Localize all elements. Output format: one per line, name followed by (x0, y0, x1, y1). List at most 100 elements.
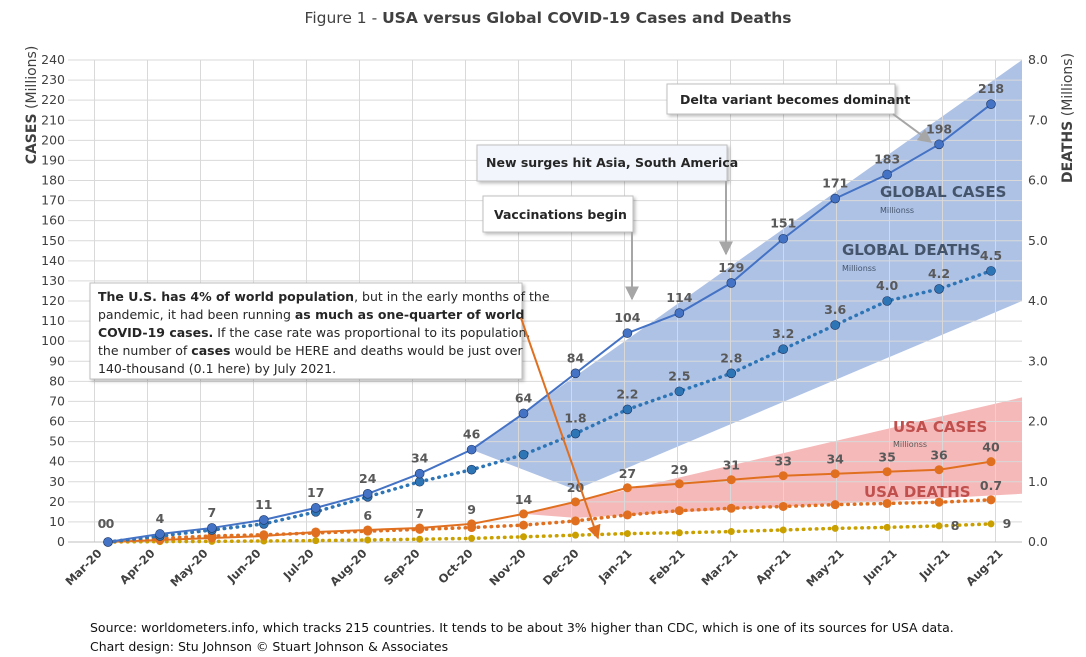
point-global_cases (518, 408, 529, 419)
x-tick-label: Aug-20 (327, 546, 370, 589)
y-right-tick-label: 1.0 (1028, 474, 1048, 489)
point-usa_cases (882, 467, 892, 477)
point-global_cases (466, 444, 477, 455)
point-global_cases (103, 537, 113, 547)
point-usa_proportional (935, 522, 943, 530)
point-usa_proportional (571, 531, 579, 539)
data-label-usa_deaths: 0.7 (980, 478, 1002, 493)
point-global_cases (830, 193, 840, 204)
y-left-tick-label: 160 (41, 213, 65, 228)
x-tick-label: Jul-21 (916, 546, 953, 583)
data-label-usa_cases: 6 (363, 508, 372, 523)
y-left-tick-label: 190 (41, 152, 65, 167)
x-tick-label: May-21 (803, 546, 846, 589)
point-usa_proportional (883, 523, 891, 531)
x-tick-label: Mar-21 (698, 546, 740, 588)
series-group (103, 99, 996, 547)
y-left-tick-label: 110 (41, 313, 65, 328)
data-label-global_cases: 171 (822, 176, 848, 191)
point-usa_proportional (520, 533, 528, 541)
x-tick-label: Aug-21 (963, 546, 1006, 589)
data-label-global_cases: 64 (515, 390, 533, 405)
y-axis-right-title: DEATHS (Millions) (1060, 53, 1076, 183)
point-global_cases (986, 99, 996, 109)
x-tick-label: Feb-21 (646, 546, 687, 587)
data-label-global_cases: 24 (359, 471, 377, 486)
data-label-global_deaths: 2.8 (720, 350, 742, 365)
x-tick-label: Dec-20 (540, 546, 582, 588)
y-left-tick-label: 200 (41, 132, 65, 147)
point-usa_deaths (830, 500, 840, 510)
label-usa-deaths: USA DEATHS (864, 483, 971, 501)
data-label-global_cases: 34 (411, 451, 429, 466)
data-label-global_deaths: 4.2 (928, 266, 950, 281)
data-label-global_cases: 151 (770, 216, 796, 231)
data-label-usa_cases: 34 (826, 452, 844, 467)
label-usa-cases: USA CASES (893, 418, 987, 436)
point-usa_cases (778, 471, 788, 481)
data-label-usa_cases: 14 (515, 492, 533, 507)
point-global_deaths (518, 449, 529, 460)
point-global_deaths (414, 476, 425, 487)
annotation-arrows (520, 113, 933, 540)
x-tick-label: Sep-20 (381, 546, 423, 588)
y-left-tick-label: 100 (41, 333, 65, 348)
data-label-usa_cases: 33 (775, 454, 792, 469)
note-line: COVID-19 cases. If the case rate was pro… (98, 325, 530, 340)
data-label-usa_cases: 9 (467, 502, 476, 517)
series-name-labels: GLOBAL CASES Millionss GLOBAL DEATHS Mil… (842, 183, 1006, 501)
global-cases-band (471, 60, 1022, 490)
y-right-tick-label: 2.0 (1028, 414, 1048, 429)
point-usa_cases (986, 457, 996, 467)
y-left-tick-label: 80 (49, 373, 65, 388)
y-left-tick-label: 90 (49, 353, 65, 368)
data-label-usa_proportional: 8 (951, 518, 960, 533)
data-label-global_cases: 7 (208, 505, 217, 520)
x-tick-label: Apr-20 (117, 546, 158, 587)
y-left-tick-label: 0 (57, 534, 65, 549)
annotation-surges-text: New surges hit Asia, South America (486, 155, 738, 170)
data-label-global_cases: 114 (666, 290, 692, 305)
data-label-usa_cases: 27 (619, 466, 636, 481)
data-label-usa_cases: 40 (982, 440, 1000, 455)
point-global_cases (310, 503, 321, 513)
x-tick-label: Apr-21 (753, 546, 794, 587)
y-left-tick-label: 220 (41, 92, 65, 107)
data-label-global_cases: 11 (255, 497, 272, 512)
point-global_cases (207, 523, 217, 533)
annotation-vaccinations: Vaccinations begin (482, 195, 634, 233)
y-right-tick-label: 6.0 (1028, 173, 1048, 188)
y-left-tick-label: 210 (41, 112, 65, 127)
point-global_cases (934, 139, 944, 150)
x-tick-label: Nov-20 (486, 546, 528, 588)
point-usa_proportional (312, 537, 320, 545)
y-left-tick-label: 240 (41, 52, 65, 67)
point-global_deaths (726, 368, 737, 379)
y-right-tick-label: 8.0 (1028, 52, 1048, 67)
data-label-usa_cases: 31 (723, 458, 740, 473)
data-label-global_deaths: 3.2 (772, 326, 794, 341)
point-global_deaths (570, 428, 581, 439)
x-tick-label: May-20 (167, 546, 210, 589)
point-global_cases (155, 529, 165, 539)
point-global_deaths (466, 464, 477, 475)
data-label-usa_cases: 0 (106, 516, 115, 531)
y-axis-left-title: CASES (Millions) (24, 46, 40, 165)
data-label-usa_cases: 20 (567, 480, 585, 495)
y-left-tick-label: 20 (49, 494, 65, 509)
data-label-global_cases: 183 (874, 151, 900, 166)
series-line-global_deaths (106, 269, 993, 544)
point-usa_deaths (934, 497, 944, 507)
annotation-surges: New surges hit Asia, South America (476, 144, 738, 182)
point-global_deaths (622, 404, 633, 415)
y-left-tick-label: 140 (41, 253, 65, 268)
point-usa_proportional (675, 529, 683, 537)
data-label-global_cases: 104 (614, 310, 640, 325)
data-label-global_cases: 198 (926, 121, 952, 136)
point-usa_proportional (987, 520, 995, 528)
series-line-usa_deaths (106, 498, 993, 544)
point-global_cases (674, 308, 685, 318)
y-left-tick-label: 40 (49, 454, 65, 469)
annotation-delta-text: Delta variant becomes dominant (680, 92, 910, 107)
